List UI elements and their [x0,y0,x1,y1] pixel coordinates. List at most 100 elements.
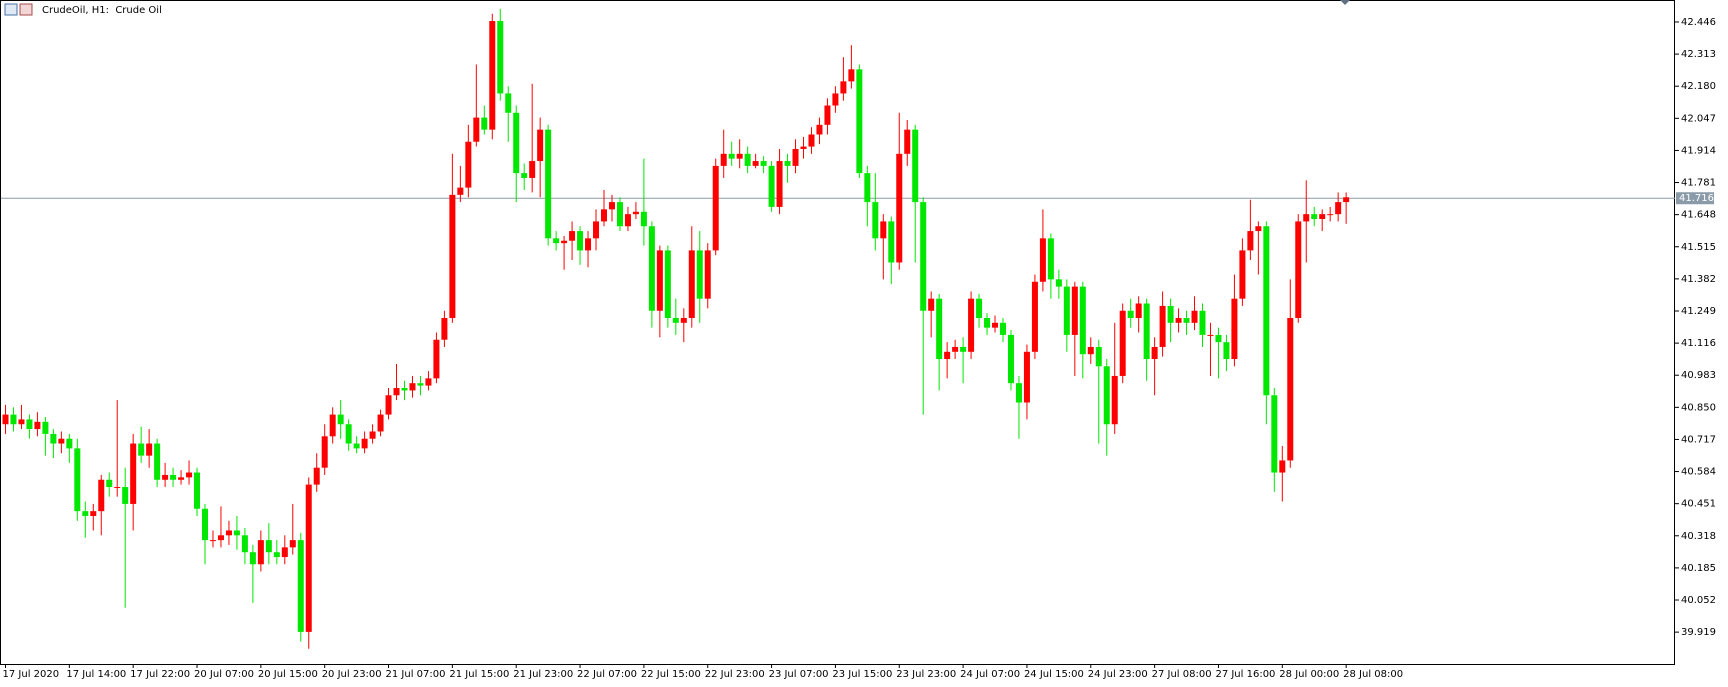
candle-body [130,443,137,504]
candle-body [904,129,911,154]
candle-body [465,141,472,188]
candle-body [952,346,959,352]
candle-body [537,129,544,162]
candle-body [58,438,65,444]
candle-body [984,317,991,328]
candle-body [872,202,879,239]
candle-body [425,378,432,386]
candle-body [1247,231,1254,251]
candle-body [696,250,703,299]
y-tick-label: 40.318 [1681,531,1716,542]
chart-icon [4,3,33,16]
candle-body [800,146,807,149]
candle-body [1175,317,1182,323]
candle-body [624,214,631,227]
candle-body [616,202,623,227]
y-tick-label: 40.850 [1681,402,1716,413]
candle-body [241,535,248,553]
candle-body [1319,214,1326,219]
candle-body [34,421,41,430]
candle-body [305,484,312,632]
candle-body [1087,346,1094,355]
candle-body [1055,279,1062,287]
candle-body [1119,310,1126,376]
candle-body [760,161,767,166]
candle-body [313,467,320,485]
y-tick-label: 41.515 [1681,242,1716,253]
candle-body [1263,226,1270,396]
candle-body [297,540,304,632]
chart-title: CrudeOil, H1: Crude Oil [42,5,162,16]
candle-body [1143,303,1150,360]
candle-body [409,383,416,391]
candle-body [936,298,943,360]
last-price-label: 41.716 [1679,193,1714,204]
x-tick-label: 24 Jul 23:00 [1088,669,1148,680]
candle-body [1095,346,1102,367]
candle-body [752,161,759,166]
candle-body [90,511,97,516]
candle-body [784,161,791,166]
candle-body [1047,238,1054,280]
candle-body [2,414,9,425]
candle-body [1079,286,1086,355]
candle-body [217,535,224,541]
candle-body [393,388,400,396]
candle-body [1303,214,1310,222]
candle-body [888,221,895,263]
candle-body [66,438,73,449]
candle-body [569,231,576,241]
candle-body [856,69,863,174]
candle-body [1039,238,1046,282]
candle-body [281,547,288,558]
candle-body [720,153,727,166]
x-tick-label: 27 Jul 08:00 [1152,669,1212,680]
candle-body [728,153,735,159]
candle-body [992,322,999,328]
candle-body [816,124,823,135]
candle-body [289,540,296,548]
candle-body [1159,305,1166,347]
x-tick-label: 21 Jul 23:00 [513,669,573,680]
candle-body [1031,281,1038,352]
candle-body [10,414,17,425]
candle-body [209,540,216,542]
candle-body [1223,342,1230,360]
candle-body [1191,310,1198,323]
candle-body [162,474,169,480]
x-tick-label: 21 Jul 15:00 [449,669,509,680]
candle-body [1023,351,1030,403]
candle-body [976,298,983,318]
candle-body [1071,286,1078,335]
candle-body [688,250,695,318]
candle-body [1015,383,1022,403]
candle-body [1255,226,1262,232]
candle-body [82,511,89,516]
candle-body [257,540,264,565]
candle-body [225,530,232,536]
candle-body [521,173,528,178]
x-tick-label: 20 Jul 07:00 [194,669,254,680]
y-tick-label: 41.382 [1681,274,1716,285]
candle-body [1103,366,1110,425]
y-tick-label: 39.919 [1681,627,1716,638]
candle-body [529,161,536,178]
x-tick-label: 27 Jul 16:00 [1215,669,1275,680]
candle-body [864,173,871,203]
y-tick-label: 41.648 [1681,210,1716,221]
candle-body [233,530,240,536]
candle-body [553,238,560,244]
y-tick-label: 40.451 [1681,499,1716,510]
candle-body [1111,375,1118,425]
candle-body [369,431,376,439]
candle-body [545,129,552,239]
x-tick-label: 23 Jul 07:00 [769,669,829,680]
candle-body [840,81,847,94]
x-tick-label: 28 Jul 08:00 [1343,669,1403,680]
candle-body [361,438,368,449]
candle-body [1295,221,1302,318]
candle-body [928,298,935,311]
candle-body [1151,346,1158,360]
x-tick-label: 17 Jul 14:00 [66,669,126,680]
